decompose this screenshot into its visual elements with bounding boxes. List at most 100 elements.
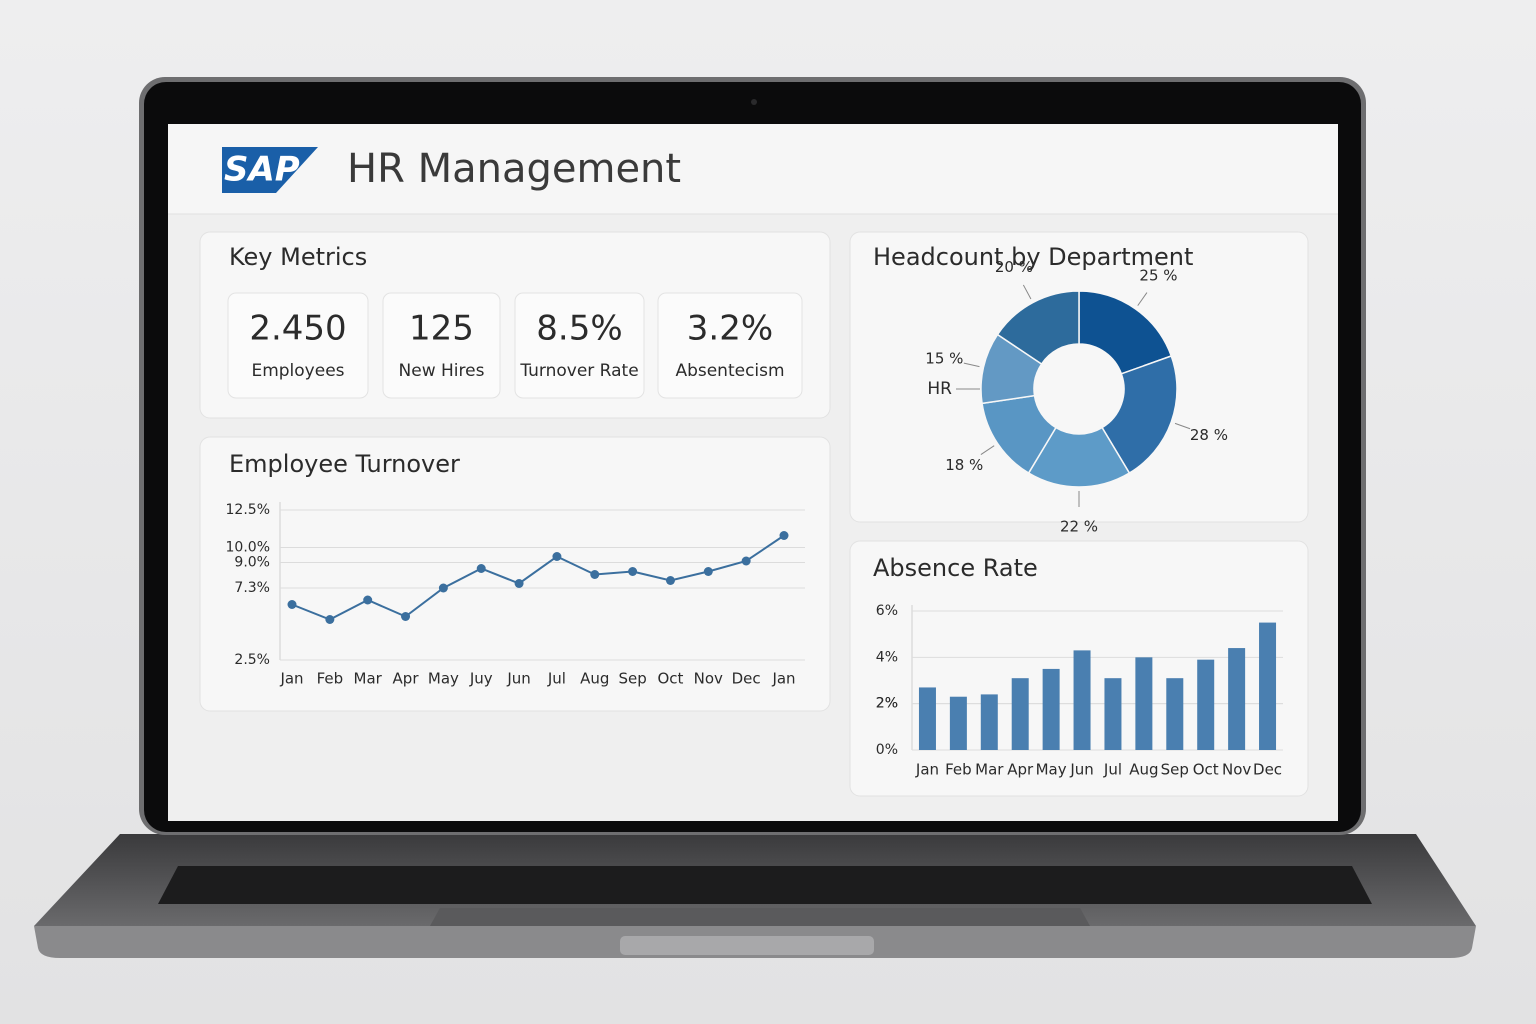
x-tick-label: Dec [1253,761,1282,779]
metric-card [514,292,645,399]
metric-value: 125 [409,309,474,349]
panel-title: Absence Rate [873,554,1038,582]
y-tick-label: 2% [876,696,898,712]
x-tick-label: Aug [1129,761,1158,779]
x-tick-label: Nov [1222,761,1251,779]
metric-card [657,292,803,399]
data-point [514,579,524,588]
panel-title: Key Metrics [229,243,367,271]
x-tick-label: Mar [354,670,383,688]
pie-slice [1101,355,1178,475]
bar [1011,678,1029,750]
x-tick-label: Jan [771,670,795,688]
x-tick-label: Nov [694,670,723,688]
x-tick-label: Mar [975,761,1004,779]
leader-line [1022,284,1032,300]
y-tick-label: 9.0% [234,555,270,571]
header-bar [168,124,1338,214]
metric-label: Employees [251,361,344,381]
x-tick-label: Jan [279,670,303,688]
metric-card [227,292,369,399]
bar [1073,650,1091,750]
leader-line [980,445,995,455]
slice-label: 25 % [1139,267,1177,285]
bar [980,694,998,750]
y-tick-label: 7.3% [234,580,270,596]
leader-line [1174,422,1191,430]
x-tick-label: Oct [1193,761,1219,779]
y-tick-label: 10.0% [226,540,270,556]
metric-card [382,292,501,399]
bar [1135,657,1153,750]
leader-line [1137,292,1148,306]
data-point [703,567,713,576]
data-point [590,570,600,579]
pie-slice [1078,290,1173,375]
x-tick-label: Feb [945,761,972,779]
metric-label: Absentecism [675,361,784,381]
x-tick-label: Sep [1161,761,1189,779]
data-point [401,612,411,621]
logo-shape [222,147,318,193]
x-tick-label: May [428,670,459,688]
x-tick-label: Jul [1103,761,1122,779]
bar [1197,659,1215,750]
data-point [628,567,638,576]
slice-label: 18 % [945,456,983,474]
data-point [665,576,675,585]
data-point [363,595,373,605]
bar [1104,678,1122,750]
x-tick-label: May [1036,761,1067,779]
x-tick-label: Aug [580,670,609,688]
metric-value: 8.5% [536,309,622,349]
data-point [438,583,448,593]
notch [620,936,874,955]
x-tick-label: Oct [657,670,683,688]
panel-title: Employee Turnover [229,450,460,478]
pie-slice [996,290,1080,366]
data-point [325,615,335,624]
y-tick-label: 6% [876,603,898,619]
line-series [291,534,785,621]
metric-value: 3.2% [687,309,773,349]
slice-label: 22 % [1060,518,1098,536]
keyboard [158,866,1372,904]
x-tick-label: Feb [317,670,344,688]
x-tick-label: Jul [547,670,566,688]
data-point [287,600,297,609]
page-title: HR Management [347,146,681,192]
data-point [552,552,562,561]
x-tick-label: Apr [393,670,420,688]
x-tick-label: Sep [618,670,646,688]
x-tick-label: Apr [1007,761,1034,779]
bar [1166,678,1184,750]
bar [1042,668,1060,750]
data-point [476,564,486,573]
x-tick-label: Jun [506,670,530,688]
leader-line [963,362,980,368]
metric-label: New Hires [399,361,485,381]
y-tick-label: 2.5% [234,652,270,668]
data-point [779,531,789,540]
slice-label: 20 % [995,258,1033,276]
y-tick-label: 0% [876,742,898,758]
annotation: HR [927,379,952,399]
x-tick-label: Dec [732,670,761,688]
y-tick-label: 4% [876,649,898,665]
bar [918,687,936,750]
logo-text: SAP [224,150,300,190]
trackpad [430,908,1090,926]
metric-value: 2.450 [249,309,346,349]
data-point [741,556,751,566]
panel-title: Headcount by Department [873,243,1193,271]
slice-label: 15 % [925,349,963,367]
camera [751,99,757,105]
turnover-panel [199,436,831,712]
headcount-panel [849,231,1309,523]
x-tick-label: Jan [915,761,939,779]
x-tick-label: Jun [1069,761,1093,779]
bar [1228,648,1246,750]
slice-label: 28 % [1190,426,1228,444]
